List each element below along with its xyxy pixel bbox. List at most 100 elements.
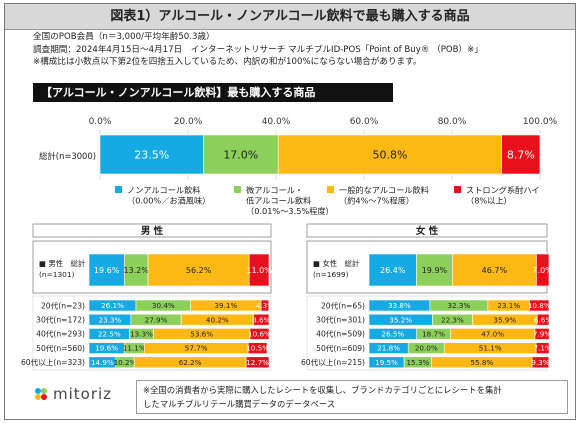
female-row-bar-label-2: 47.0% bbox=[481, 329, 504, 338]
female-row-bar-label-2: 35.9% bbox=[493, 315, 516, 324]
female-row-bar-label-3: 9.3% bbox=[531, 358, 549, 367]
legend-swatch-0 bbox=[115, 186, 122, 193]
female-row-bar-segment-3 bbox=[534, 328, 550, 340]
female-row-label: 30代(n=301) bbox=[316, 315, 365, 325]
male-row-bar-label-1: 10.2% bbox=[114, 358, 137, 367]
female-row-bar-label-0: 21.8% bbox=[377, 344, 400, 353]
male-row-bar-label-0: 22.5% bbox=[98, 329, 121, 338]
female-row-bar-label-0: 35.2% bbox=[389, 315, 412, 324]
female-total-label: (n=1699) bbox=[313, 270, 349, 279]
female-row-bar-label-1: 32.3% bbox=[447, 301, 470, 310]
female-row-bar-label-3: 10.8% bbox=[528, 301, 551, 310]
male-row-bar-segment-3 bbox=[247, 342, 268, 354]
female-row-bar-label-3: 7.1% bbox=[533, 344, 551, 353]
axis-tick-label: 100.0% bbox=[523, 117, 558, 127]
male-total-bar-segment-3 bbox=[248, 253, 270, 287]
female-row-bar-label-3: 6.6% bbox=[534, 315, 552, 324]
female-row-bar-segment-3 bbox=[535, 342, 550, 354]
male-row-bar-label-3: 12.7% bbox=[246, 358, 269, 367]
male-total-label: ■ 男性 総計 bbox=[39, 259, 86, 268]
total-bar-label-0: 23.5% bbox=[134, 148, 169, 161]
female-total-bar-segment-3 bbox=[536, 253, 550, 287]
male-total-label: (n=1301) bbox=[39, 270, 75, 279]
axis-tick-label: 60.0% bbox=[350, 117, 379, 127]
female-row-bar-label-2: 51.1% bbox=[479, 344, 502, 353]
total-bar-segment-0 bbox=[99, 134, 204, 175]
female-row-bar-label-0: 26.5% bbox=[381, 329, 404, 338]
female-row-label: 40代(n=509) bbox=[316, 329, 365, 339]
female-row-bar-segment-3 bbox=[529, 299, 550, 312]
axis-tick-label: 40.0% bbox=[262, 117, 291, 127]
female-row-bar-label-1: 18.7% bbox=[422, 329, 445, 338]
male-total-bar-label-1: 13.2% bbox=[123, 266, 149, 275]
legend-label-0: ノンアルコール飲料 bbox=[127, 185, 200, 195]
female-total-bar-label-3: 7.0% bbox=[533, 266, 554, 275]
survey-notes: 全国のPOB会員（n＝3,000/平均年齢50.3歳） 調査期間：2024年4月… bbox=[33, 31, 483, 69]
legend-label-3: （8%以上） bbox=[466, 196, 512, 206]
male-row-label: 60代以上(n=323) bbox=[21, 357, 85, 367]
mitoriz-logo: mitoriz bbox=[33, 385, 112, 403]
legend-label-1: 低アルコール飲料 bbox=[246, 196, 311, 206]
legend-swatch-1 bbox=[234, 186, 241, 193]
male-row-bar-label-1: 11.1% bbox=[123, 344, 146, 353]
male-row-bar-label-2: 39.1% bbox=[214, 301, 237, 310]
male-row-bar-label-0: 14.9% bbox=[91, 358, 114, 367]
male-row-bar-label-0: 19.6% bbox=[95, 344, 118, 353]
male-row-bar-label-2: 53.6% bbox=[190, 329, 213, 338]
male-row-bar-label-1: 30.4% bbox=[152, 301, 175, 310]
logo-text: mitoriz bbox=[53, 385, 113, 403]
axis-tick-label: 80.0% bbox=[438, 117, 467, 127]
male-row-bar-label-0: 23.3% bbox=[99, 315, 122, 324]
male-row-bar-segment-3 bbox=[260, 299, 270, 312]
figure-title: 図表1）アルコール・ノンアルコール飲料で最も購入する商品 bbox=[110, 9, 470, 24]
male-total-bar-label-3: 11.0% bbox=[246, 266, 272, 275]
male-row-label: 40代(n=293) bbox=[36, 329, 85, 339]
female-header: 女 性 bbox=[416, 225, 439, 237]
female-row-bar-segment-3 bbox=[536, 313, 550, 326]
female-total-label: ■ 女性 総計 bbox=[313, 259, 360, 268]
legend-swatch-2 bbox=[327, 186, 334, 193]
male-row-bar-label-0: 26.1% bbox=[101, 301, 124, 310]
legend-label-3: ストロング系酎ハイ bbox=[466, 185, 540, 195]
male-row-bar-segment-3 bbox=[249, 328, 270, 340]
legend-label-2: 一般的なアルコール飲料 bbox=[339, 185, 429, 195]
female-row-bar-label-1: 20.0% bbox=[415, 344, 438, 353]
male-row-label: 30代(n=172) bbox=[36, 315, 85, 325]
female-row-bar-label-1: 22.3% bbox=[441, 315, 464, 324]
male-row-bar-segment-3 bbox=[245, 356, 270, 369]
legend-label-0: （0.00%／お酒風味） bbox=[127, 196, 210, 206]
female-row-bar-label-0: 19.5% bbox=[375, 358, 398, 367]
axis-tick-label: 20.0% bbox=[174, 117, 203, 127]
male-row-bar-label-3: 10.5% bbox=[246, 344, 269, 353]
female-row-bar-label-3: 7.9% bbox=[533, 329, 551, 338]
male-row-bar-label-1: 27.9% bbox=[145, 315, 168, 324]
female-row-label: 50代(n=609) bbox=[316, 343, 365, 353]
male-row-bar-label-2: 57.7% bbox=[185, 344, 208, 353]
male-total-bar-label-0: 19.6% bbox=[94, 266, 120, 275]
male-row-bar-label-2: 40.2% bbox=[206, 315, 229, 324]
male-row-bar-label-3: 4.3% bbox=[256, 301, 274, 310]
female-row-bar-label-2: 55.8% bbox=[470, 358, 493, 367]
legend-label-1: 微アルコール・ bbox=[246, 185, 303, 195]
note-line: 調査期間：2024年4月15日～4月17日 インターネットリサーチ マルチプルI… bbox=[33, 44, 483, 55]
female-row-label: 20代(n=65) bbox=[321, 300, 365, 310]
legend-swatch-3 bbox=[454, 186, 461, 193]
male-row-bar-segment-3 bbox=[253, 313, 270, 326]
legend-label-1: （0.01%～3.5%程度） bbox=[246, 206, 334, 216]
female-row-bar-label-0: 33.8% bbox=[388, 301, 411, 310]
female-total-bar-label-1: 19.9% bbox=[422, 266, 448, 275]
total-bar-label-1: 17.0% bbox=[223, 148, 258, 161]
footnote-box: ※全国の消費者から実際に購入したレシートを収集し、ブランドカテゴリごとにレシート… bbox=[136, 380, 568, 414]
female-total-bar-label-2: 46.7% bbox=[482, 266, 508, 275]
male-header-box bbox=[32, 223, 272, 238]
male-row-bar-label-1: 13.3% bbox=[130, 329, 153, 338]
female-total-bar-label-0: 26.4% bbox=[380, 266, 406, 275]
female-row-bar-label-2: 23.1% bbox=[497, 301, 520, 310]
chart-header: 【アルコール・ノンアルコール飲料】最も購入する商品 bbox=[33, 83, 393, 102]
total-row-label: 総計(n=3000) bbox=[39, 151, 96, 161]
total-bar-label-3: 8.7% bbox=[507, 148, 535, 161]
female-header-box bbox=[306, 223, 548, 238]
female-row-label: 60代以上(n=215) bbox=[301, 357, 365, 367]
male-total-bar-segment-2 bbox=[147, 253, 250, 287]
